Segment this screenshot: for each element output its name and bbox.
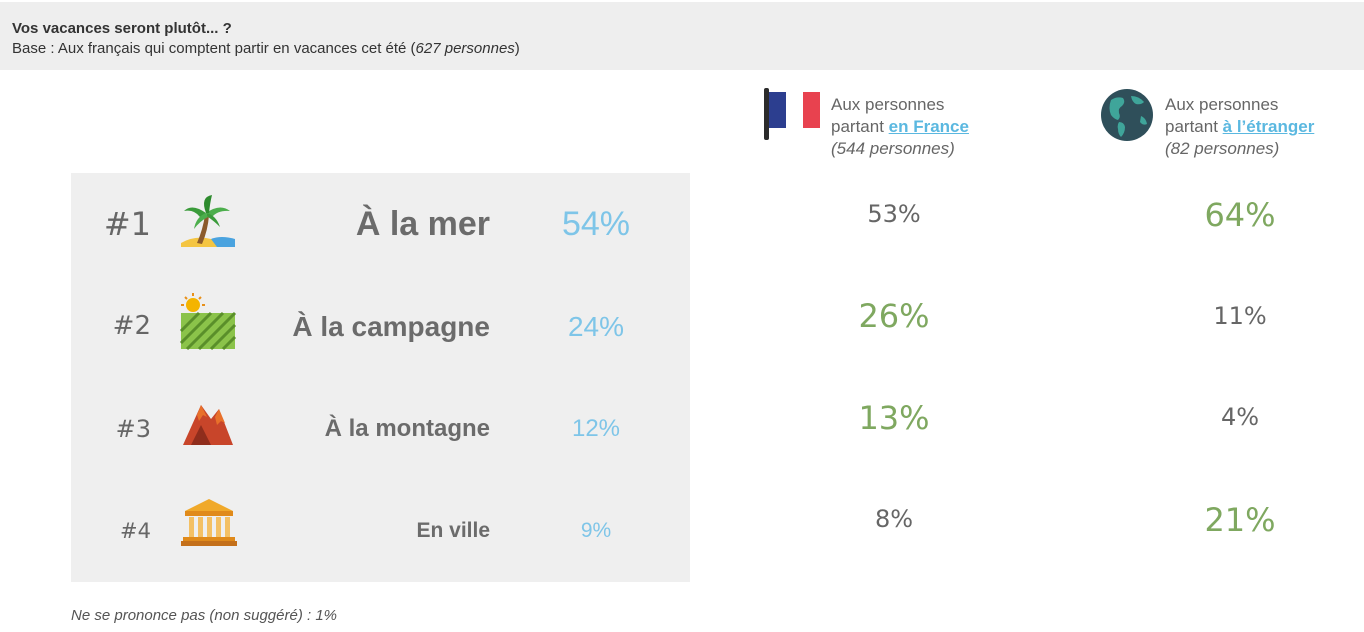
column-header-abroad-text: Aux personnes partant à l’étranger (82 p…	[1165, 94, 1364, 160]
france-line2: partant en France	[831, 116, 1041, 138]
ranking-row-2: #2 À la campagne 24%	[71, 275, 690, 377]
city-building-icon	[181, 499, 237, 546]
total-mer: 54%	[561, 205, 631, 243]
ranking-row-1: #1 À la mer 54%	[71, 173, 690, 275]
base-suffix: )	[514, 40, 520, 57]
abroad-line3: (82 personnes)	[1165, 138, 1364, 160]
france-value-ville: 8%	[874, 505, 914, 533]
abroad-value-mer: 64%	[1204, 196, 1276, 234]
column-header-france: Aux personnes partant en France (544 per…	[763, 86, 969, 158]
base-count: 627 personnes	[415, 40, 515, 57]
abroad-count: (82 personnes)	[1165, 139, 1280, 158]
abroad-value-campagne: 11%	[1213, 302, 1267, 330]
total-campagne: 24%	[567, 311, 625, 342]
ranking-panel: #1 À la mer 54% #2	[71, 173, 690, 582]
rank-2: #2	[112, 311, 151, 341]
france-count: (544 personnes)	[831, 139, 955, 158]
total-montagne: 12%	[571, 415, 621, 442]
globe-icon	[1101, 89, 1153, 141]
abroad-value-ville: 21%	[1204, 501, 1276, 539]
abroad-line2: partant à l’étranger	[1165, 116, 1364, 138]
france-line3: (544 personnes)	[831, 138, 1041, 160]
rank-3: #3	[115, 415, 151, 443]
mountain-icon	[183, 405, 233, 445]
abroad-line2-prefix: partant	[1165, 117, 1223, 136]
base-description: Base : Aux français qui comptent partir …	[12, 40, 520, 57]
palm-beach-icon	[181, 195, 235, 247]
abroad-value-montagne: 4%	[1220, 403, 1260, 431]
column-header-france-text: Aux personnes partant en France (544 per…	[831, 94, 1041, 160]
france-line2-prefix: partant	[831, 117, 889, 136]
label-montagne: À la montagne	[324, 415, 490, 442]
rank-1: #1	[103, 205, 151, 243]
label-ville: En ville	[416, 519, 490, 542]
abroad-line2-highlight: à l’étranger	[1222, 117, 1315, 136]
france-value-montagne: 13%	[858, 399, 930, 437]
rank-4: #4	[120, 519, 151, 543]
label-campagne: À la campagne	[292, 311, 490, 342]
france-flag-icon	[764, 88, 820, 140]
footnote-no-answer: Ne se prononce pas (non suggéré) : 1%	[71, 607, 337, 624]
france-line1: Aux personnes	[831, 95, 945, 114]
total-ville: 9%	[580, 519, 612, 542]
ranking-row-4: #4 En ville 9%	[71, 479, 690, 581]
base-prefix: Base : Aux français qui comptent partir …	[12, 40, 416, 57]
column-header-abroad: Aux personnes partant à l’étranger (82 p…	[1097, 86, 1314, 158]
france-value-campagne: 26%	[858, 297, 930, 335]
abroad-line1: Aux personnes	[1165, 95, 1279, 114]
header-banner: Vos vacances seront plutôt... ? Base : A…	[0, 2, 1364, 70]
france-value-mer: 53%	[867, 200, 921, 228]
ranking-row-3: #3 À la montagne 12%	[71, 377, 690, 479]
question-title: Vos vacances seront plutôt... ?	[12, 20, 232, 37]
label-mer: À la mer	[355, 205, 490, 243]
countryside-field-icon	[179, 293, 237, 351]
france-line2-highlight: en France	[888, 117, 969, 136]
